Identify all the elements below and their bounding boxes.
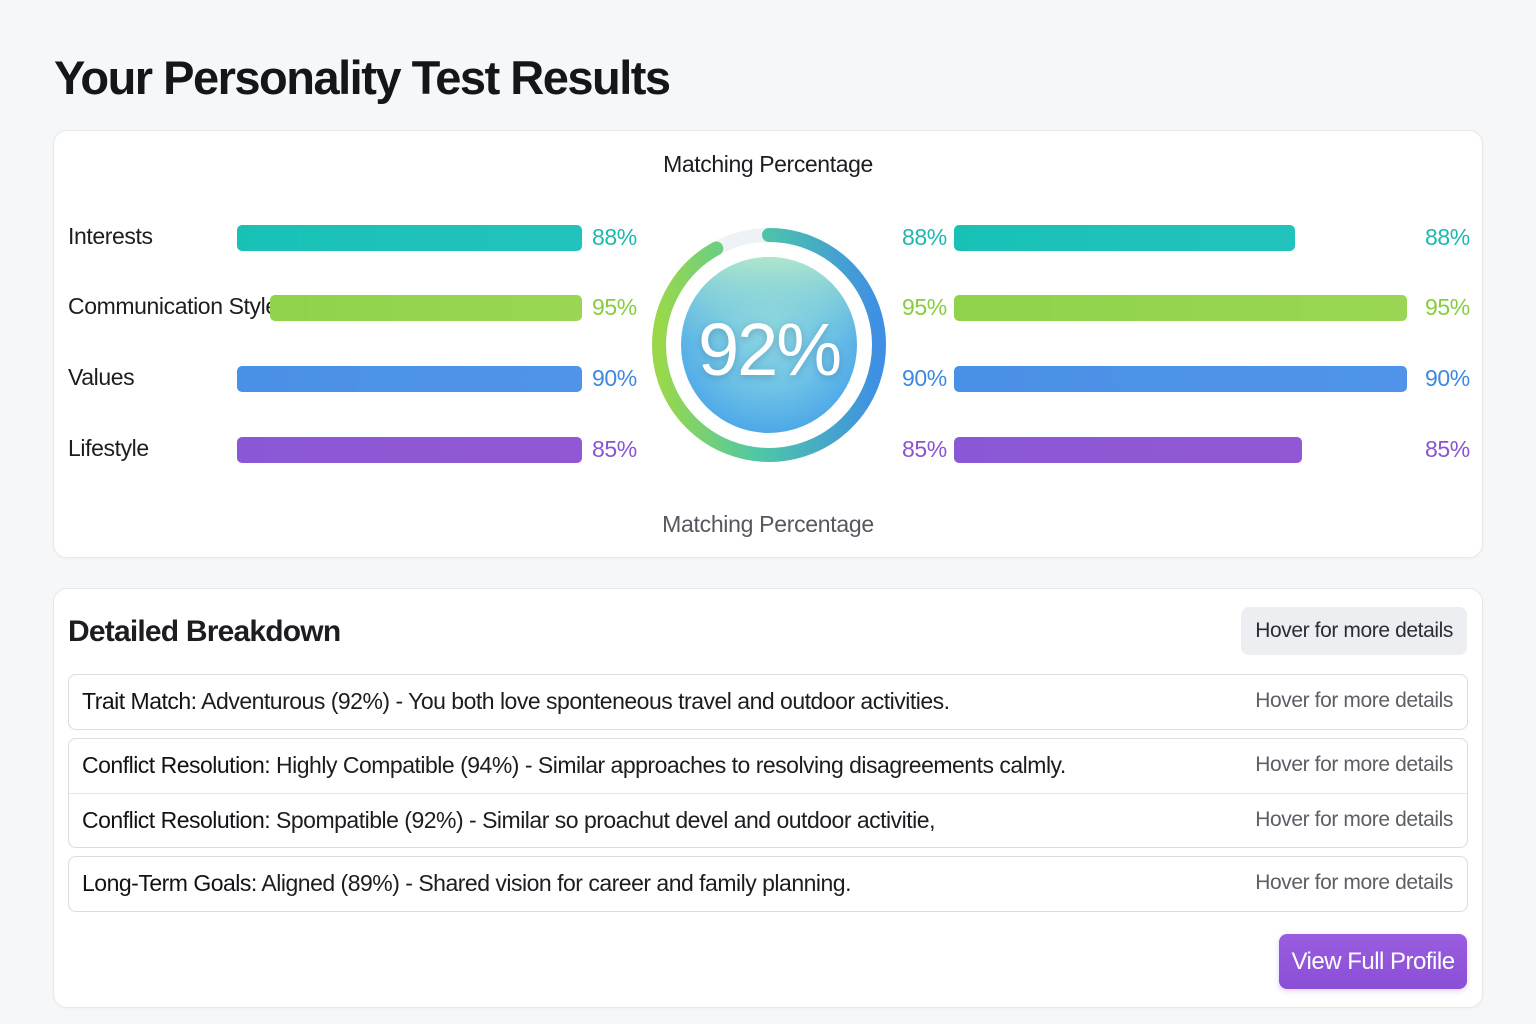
trait-label: Lifestyle — [68, 435, 149, 461]
row-text: Conflict Resolution: Spompatible (92%) -… — [82, 807, 935, 834]
trait-label: Communication Style — [68, 293, 278, 319]
hover-details-pill[interactable]: Hover for more details — [1241, 607, 1467, 655]
trait-row-communication-style[interactable]: Communication Style 95% — [54, 293, 654, 321]
breakdown-group-goals: Long-Term Goals: Aligned (89%) - Shared … — [68, 856, 1468, 912]
trait-pct: 85% — [592, 436, 637, 462]
row-label: Conflict Resolution: — [82, 807, 271, 833]
page-title: Your Personality Test Results — [54, 51, 671, 104]
row-hover-hint[interactable]: Hover for more details — [1255, 871, 1453, 894]
row-label: Conflict Resolution: — [82, 752, 271, 778]
row-description: Adventurous (92%) - You both love sponte… — [196, 688, 950, 714]
breakdown-row-conflict-resolution[interactable]: Conflict Resolution: Highly Compatible (… — [69, 739, 1467, 793]
trait-bar-interests — [237, 225, 582, 251]
trait-pct-right: 85% — [1425, 436, 1470, 462]
trait-pct: 90% — [592, 365, 637, 391]
row-hover-hint[interactable]: Hover for more details — [1255, 753, 1453, 776]
row-text: Conflict Resolution: Highly Compatible (… — [82, 752, 1066, 779]
breakdown-group-conflict: Conflict Resolution: Highly Compatible (… — [68, 738, 1468, 848]
breakdown-group-trait: Trait Match: Adventurous (92%) - You bot… — [68, 674, 1468, 730]
trait-pct-right: 88% — [1425, 224, 1470, 250]
row-hover-hint[interactable]: Hover for more details — [1255, 808, 1453, 831]
gauge-ring-icon — [652, 228, 886, 462]
row-description: Highly Compatible (94%) - Similar approa… — [270, 752, 1066, 778]
breakdown-card: Detailed Breakdown Hover for more detail… — [53, 588, 1483, 1008]
trait-bar-communication-style — [270, 295, 582, 321]
partner-trait-bar-lifestyle — [954, 437, 1302, 463]
trait-bar-values — [237, 366, 582, 392]
breakdown-row-conflict-resolution-2[interactable]: Conflict Resolution: Spompatible (92%) -… — [69, 793, 1467, 847]
trait-pct-right: 95% — [1425, 294, 1470, 320]
row-description: Spompatible (92%) - Similar so proachut … — [270, 807, 935, 833]
partner-trait-row-values[interactable]: 90% 90% — [900, 365, 1480, 392]
trait-row-lifestyle[interactable]: Lifestyle 85% — [54, 435, 654, 463]
trait-label: Interests — [68, 223, 153, 249]
gauge-title: Matching Percentage — [663, 151, 873, 177]
trait-bar-lifestyle — [237, 437, 582, 463]
gauge-caption: Matching Percentage — [662, 511, 874, 537]
trait-pct: 95% — [592, 294, 637, 320]
row-hover-hint[interactable]: Hover for more details — [1255, 689, 1453, 712]
row-text: Long-Term Goals: Aligned (89%) - Shared … — [82, 870, 851, 897]
trait-row-values[interactable]: Values 90% — [54, 364, 654, 392]
trait-label: Values — [68, 364, 135, 390]
trait-pct-right: 90% — [1425, 365, 1470, 391]
row-label: Long-Term Goals: — [82, 870, 257, 896]
row-label: Trait Match: — [82, 688, 197, 714]
trait-pct-left: 95% — [902, 294, 947, 320]
trait-pct: 88% — [592, 224, 637, 250]
breakdown-row-trait-match[interactable]: Trait Match: Adventurous (92%) - You bot… — [69, 675, 1467, 729]
partner-trait-bar-values — [954, 366, 1407, 392]
gauge-progress-arc — [652, 228, 886, 462]
gauge-value: 92% — [697, 308, 842, 391]
partner-trait-row-lifestyle[interactable]: 85% 85% — [900, 436, 1480, 463]
summary-card: Matching Percentage Interests 88% Commun… — [53, 130, 1483, 558]
breakdown-row-long-term-goals[interactable]: Long-Term Goals: Aligned (89%) - Shared … — [69, 857, 1467, 911]
partner-trait-row-interests[interactable]: 88% 88% — [900, 224, 1480, 251]
row-description: Aligned (89%) - Shared vision for career… — [256, 870, 851, 896]
match-gauge: 92% — [646, 195, 892, 495]
partner-trait-bar-communication-style — [954, 295, 1407, 321]
trait-pct-left: 90% — [902, 365, 947, 391]
view-full-profile-button[interactable]: View Full Profile — [1279, 934, 1467, 989]
partner-trait-bar-interests — [954, 225, 1295, 251]
trait-pct-left: 85% — [902, 436, 947, 462]
trait-row-interests[interactable]: Interests 88% — [54, 223, 654, 251]
row-text: Trait Match: Adventurous (92%) - You bot… — [82, 688, 950, 715]
partner-trait-row-communication-style[interactable]: 95% 95% — [900, 294, 1480, 321]
trait-pct-left: 88% — [902, 224, 947, 250]
breakdown-title: Detailed Breakdown — [68, 615, 341, 648]
